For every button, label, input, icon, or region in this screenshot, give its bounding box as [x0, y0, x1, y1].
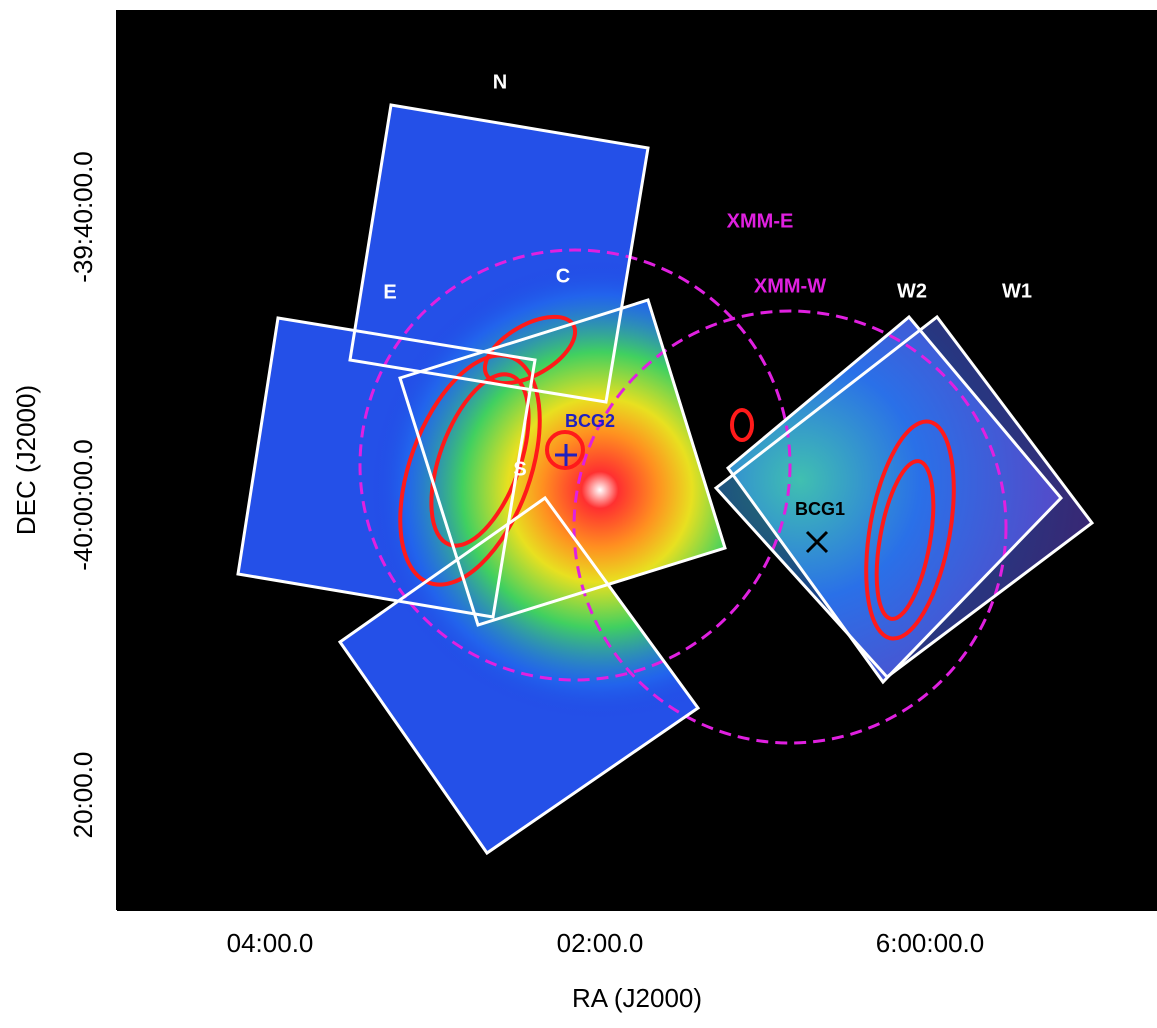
region-label: N [493, 71, 507, 93]
x-tick-label: 04:00.0 [227, 928, 314, 958]
region-label: BCG2 [565, 411, 615, 431]
y-tick-label: 20:00.0 [68, 752, 98, 839]
region-label: W2 [897, 280, 927, 302]
region-label: C [556, 265, 570, 287]
figure: N E C S W2 W1 XMM-E XMM-W BCG2 BCG1 04:0… [0, 0, 1157, 1023]
region-label: BCG1 [795, 499, 845, 519]
region-label: E [383, 281, 396, 303]
x-axis-label: RA (J2000) [572, 983, 702, 1013]
x-tick-label: 6:00:00.0 [876, 928, 984, 958]
x-tick-label: 02:00.0 [557, 928, 644, 958]
region-label: XMM-E [727, 210, 794, 232]
y-tick-label: -40:00:00.0 [68, 439, 98, 571]
y-tick-label: -39:40:00.0 [68, 151, 98, 283]
region-label: W1 [1002, 280, 1032, 302]
region-label: XMM-W [754, 275, 826, 297]
y-axis-label: DEC (J2000) [11, 385, 41, 535]
region-label: S [513, 458, 526, 480]
